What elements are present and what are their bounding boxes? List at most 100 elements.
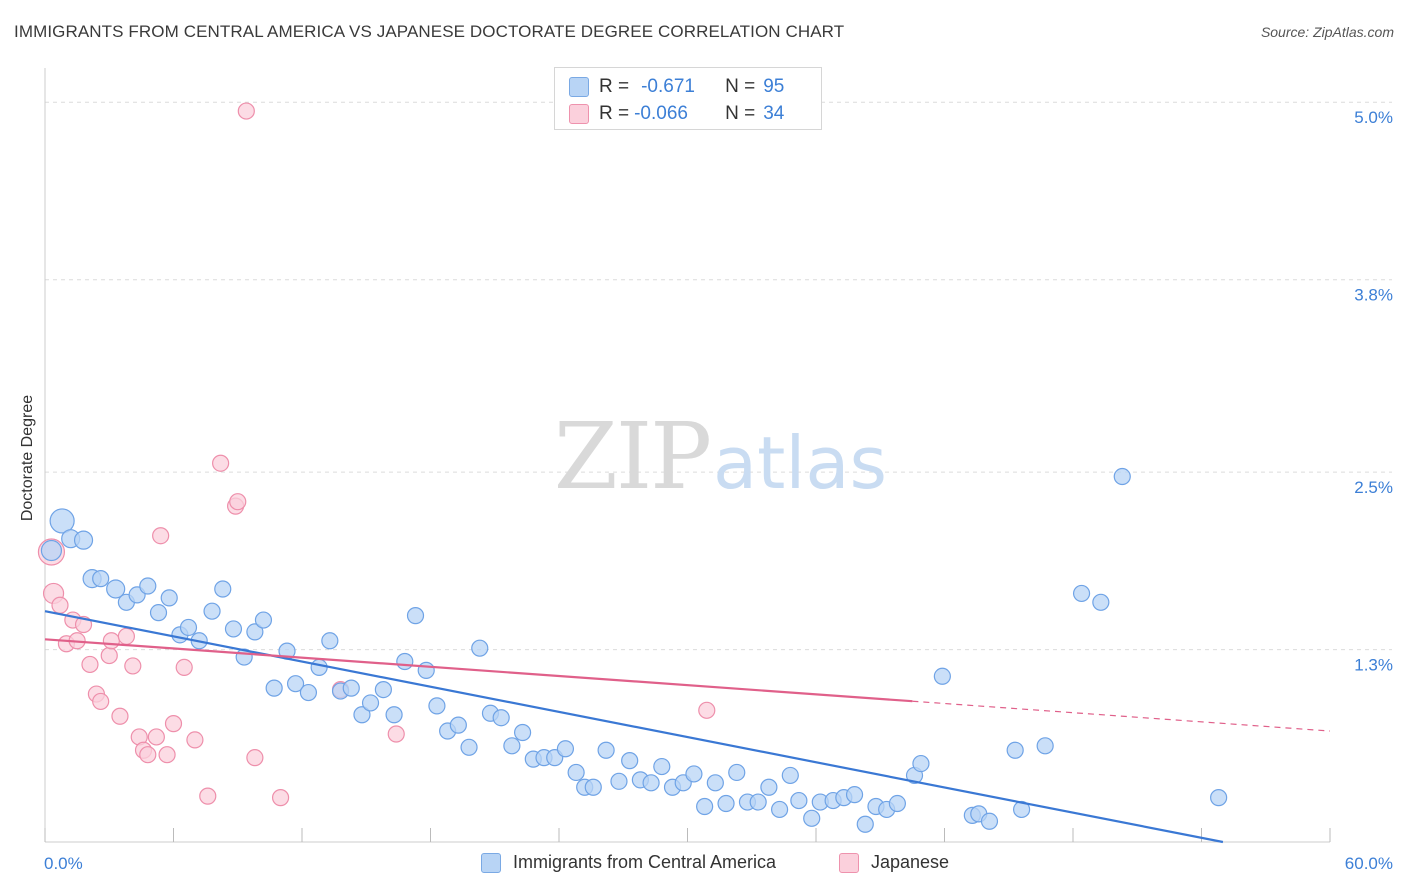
immigrants-point [621, 752, 639, 770]
immigrants-point [888, 794, 906, 813]
immigrants-point [406, 607, 425, 625]
japanese-point [212, 454, 230, 472]
immigrants-point [353, 706, 371, 724]
immigrants-point [1113, 467, 1131, 486]
immigrants-point [396, 652, 414, 671]
immigrants-point [40, 539, 63, 562]
legend-swatch-pink [569, 104, 589, 124]
immigrants-point [471, 639, 489, 657]
chart-title: IMMIGRANTS FROM CENTRAL AMERICA VS JAPAN… [14, 22, 845, 41]
immigrants-point [856, 815, 874, 833]
y-tick-label: 5.0% [1354, 108, 1393, 127]
immigrants-point [254, 611, 273, 629]
legend-n-label: N = [725, 103, 756, 124]
series-swatch-blue [481, 852, 501, 873]
x-tick-labels: 0.0% 60.0% [44, 854, 1393, 873]
immigrants-point [106, 579, 126, 599]
immigrants-point [139, 577, 157, 595]
legend-n-label: N = [725, 76, 756, 97]
immigrants-point [321, 632, 339, 650]
immigrants-point [1072, 584, 1091, 603]
immigrants-point [492, 709, 510, 727]
immigrants-point [214, 580, 232, 598]
immigrants-point [912, 754, 930, 773]
immigrants-point [361, 694, 380, 712]
correlation-legend: R = -0.671 N = 95 R = -0.066 N = 34 [554, 67, 822, 130]
immigrants-point [781, 766, 799, 785]
immigrants-point [374, 680, 392, 699]
legend-row-japanese: R = -0.066 N = 34 [569, 101, 784, 127]
immigrants-point [342, 679, 360, 697]
legend-r-label: R = [599, 76, 630, 97]
legend-n-value: 95 [763, 76, 785, 97]
japanese-point [81, 655, 99, 674]
legend-r-value: -0.066 [634, 103, 688, 124]
immigrants-point [556, 740, 575, 758]
immigrants-point [310, 658, 328, 677]
immigrants-point [770, 800, 789, 819]
immigrants-point [760, 778, 778, 796]
immigrants-point [933, 667, 951, 685]
japanese-point [92, 692, 110, 711]
immigrants-point [428, 697, 446, 715]
immigrants-point [584, 778, 602, 796]
immigrants-point [179, 618, 198, 637]
immigrants-point [980, 812, 999, 830]
japanese-point [158, 746, 176, 764]
japanese-point [387, 725, 405, 743]
japanese-trend-line [44, 638, 913, 703]
japanese-point [51, 596, 69, 614]
immigrants-point [1036, 737, 1054, 755]
series-swatch-pink [839, 852, 859, 873]
watermark-atlas: atlas [713, 421, 887, 505]
japanese-point [237, 102, 255, 120]
immigrants-point [224, 620, 243, 638]
immigrants-point [92, 570, 110, 588]
grid-layer [45, 101, 1392, 651]
immigrants-point [299, 683, 318, 702]
immigrants-point [460, 738, 478, 756]
japanese-point [124, 657, 142, 675]
japanese-point [698, 701, 716, 719]
japanese-point [152, 527, 170, 545]
immigrants-point [696, 797, 714, 816]
immigrants-point [503, 737, 521, 755]
japanese-point [117, 627, 135, 645]
points-layer [37, 102, 1228, 833]
y-tick-label: 3.8% [1354, 286, 1393, 305]
immigrants-point [265, 679, 283, 697]
watermark: ZIP atlas [554, 403, 887, 510]
japanese-point [164, 715, 183, 733]
trend-layer [44, 610, 1331, 844]
immigrants-trend-line [44, 610, 1224, 844]
immigrants-point [160, 589, 178, 607]
series-legend-immigrants[interactable]: Immigrants from Central America [481, 852, 776, 873]
immigrants-point [73, 530, 94, 550]
immigrants-point [610, 772, 628, 790]
immigrants-point [246, 623, 264, 641]
immigrants-point [717, 794, 735, 813]
immigrants-point [706, 774, 724, 792]
japanese-trend-extension [912, 700, 1331, 732]
legend-row-immigrants: R = -0.671 N = 95 [569, 74, 784, 100]
immigrants-point [1006, 741, 1024, 759]
source-label: Source: ZipAtlas.com [1260, 24, 1394, 40]
japanese-point [175, 658, 193, 677]
watermark-zip: ZIP [554, 403, 710, 510]
immigrants-point [597, 741, 615, 759]
immigrants-point [286, 675, 305, 693]
japanese-point [100, 646, 118, 665]
series-legend-japanese[interactable]: Japanese [839, 852, 949, 873]
immigrants-point [790, 791, 808, 810]
x-tick-label: 60.0% [1345, 854, 1393, 873]
series-label-japanese: Japanese [871, 852, 950, 872]
immigrants-point [149, 604, 168, 622]
legend-r-label: R = [599, 103, 630, 124]
immigrants-point [642, 774, 660, 792]
japanese-point [246, 749, 264, 767]
legend-r-value: -0.671 [641, 76, 695, 97]
series-legend: Immigrants from Central America Japanese [0, 852, 1406, 878]
immigrants-point [749, 793, 767, 811]
japanese-point [186, 731, 204, 749]
immigrants-point [1092, 593, 1110, 611]
